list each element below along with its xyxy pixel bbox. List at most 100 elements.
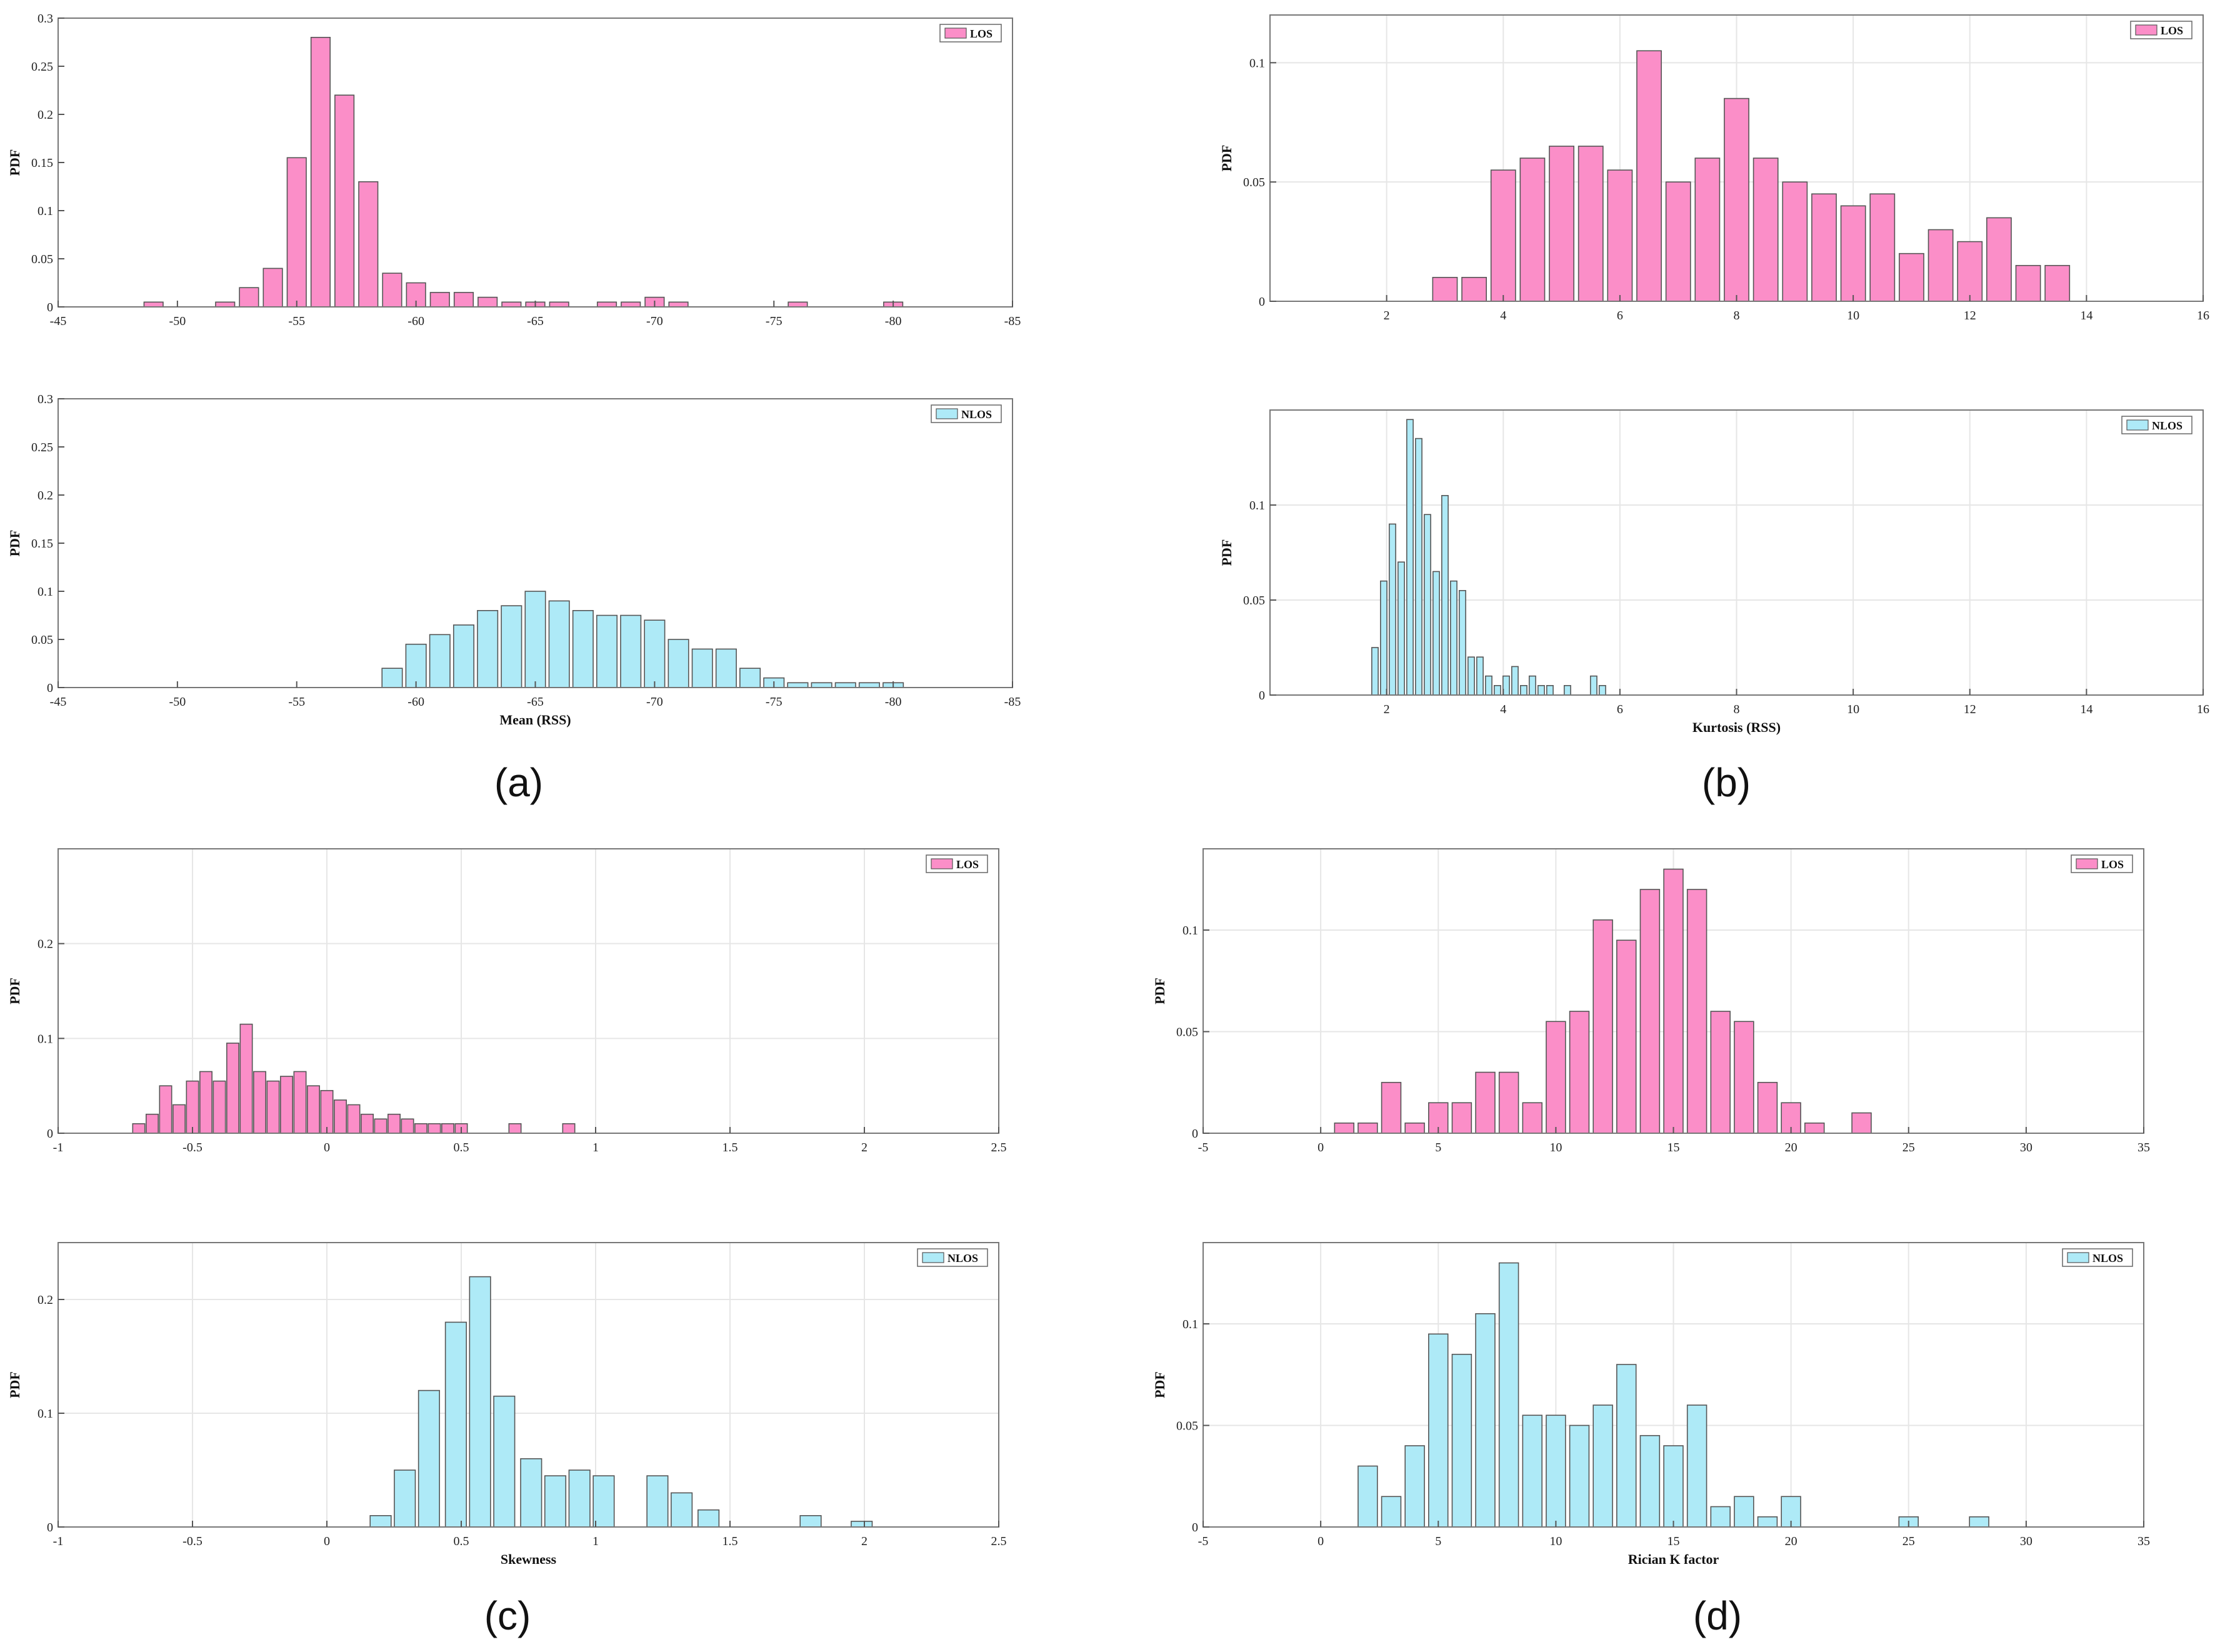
y-tick-label: 0.05 (1243, 594, 1265, 608)
bar-los (262, 268, 283, 308)
bar-nlos (1563, 685, 1571, 696)
bar-nlos (1663, 1445, 1684, 1528)
x-tick-label: -60 (408, 314, 424, 328)
bar-los (1592, 919, 1613, 1134)
bar-nlos (524, 591, 546, 688)
bar-los (286, 157, 307, 308)
bar-nlos (444, 1321, 467, 1528)
bar-nlos (394, 1469, 416, 1528)
y-tick-label: 0.25 (31, 60, 53, 74)
bar-los (239, 287, 259, 308)
bar-los (414, 1123, 428, 1134)
bar-los (1804, 1122, 1825, 1134)
bar-nlos (1404, 1445, 1425, 1528)
y-tick-label: 0.1 (1182, 1318, 1198, 1331)
bar-los (596, 301, 618, 308)
bar-nlos (858, 682, 880, 688)
x-tick-label: 2.5 (991, 1141, 1007, 1154)
x-tick-label: 0 (324, 1141, 330, 1154)
bar-los (1781, 1102, 1801, 1134)
bar-nlos (418, 1389, 440, 1528)
legend-label: NLOS (2092, 1252, 2123, 1264)
bar-nlos (1969, 1516, 1989, 1528)
bar-los (1498, 1071, 1519, 1134)
y-tick-label: 0.3 (38, 393, 53, 406)
bar-los (215, 301, 236, 308)
bar-los (1694, 158, 1721, 302)
x-tick-label: 2 (1384, 309, 1390, 323)
x-tick-label: 25 (1902, 1534, 1915, 1548)
bar-nlos (592, 1475, 615, 1528)
x-tick-label: -1 (53, 1141, 64, 1154)
x-tick-label: -65 (527, 314, 544, 328)
x-tick-label: 5 (1435, 1141, 1441, 1154)
x-tick-label: -45 (50, 695, 67, 709)
y-tick-label: 0.1 (38, 1407, 53, 1421)
x-tick-label: 20 (1785, 1534, 1798, 1548)
bar-nlos (1598, 685, 1606, 696)
bar-nlos (1546, 1414, 1566, 1528)
bar-los (1869, 193, 1896, 302)
bar-nlos (620, 614, 642, 688)
legend: LOS (2071, 854, 2133, 873)
bar-los (253, 1071, 266, 1134)
x-tick-label: 10 (1549, 1534, 1562, 1548)
y-tick-label: 0 (1192, 1521, 1198, 1534)
bar-los (549, 301, 569, 308)
legend: NLOS (917, 1248, 988, 1267)
x-tick-label: 1 (592, 1141, 599, 1154)
y-tick-label: 0.25 (31, 441, 53, 454)
panel-label-d: (d) (1692, 1593, 1742, 1638)
bar-los (1636, 50, 1662, 302)
x-tick-label: -70 (646, 695, 663, 709)
bar-los (1757, 1081, 1778, 1134)
bar-los (374, 1118, 388, 1134)
legend-swatch (936, 408, 958, 419)
legend-label: LOS (2161, 24, 2183, 37)
bar-los (2044, 264, 2071, 302)
y-tick-label: 0.15 (31, 537, 53, 551)
bar-nlos (671, 1492, 693, 1528)
x-tick-label: 2 (1384, 703, 1390, 716)
legend-swatch (922, 1252, 944, 1263)
bar-nlos (691, 648, 713, 688)
legend-swatch (931, 858, 953, 869)
bar-nlos (1441, 494, 1449, 696)
x-tick-label: 35 (2138, 1534, 2150, 1548)
bar-nlos (1458, 589, 1466, 696)
x-tick-label: 10 (1847, 309, 1859, 323)
bar-nlos (429, 634, 451, 688)
x-tick-label: -80 (885, 314, 902, 328)
y-tick-label: 0.1 (38, 585, 53, 599)
x-tick-label: -60 (408, 695, 424, 709)
chart-b-bottom: 2 4 6 8 10 12 14 16 0 0.05 0.1 PDF Kurtosis (RSS) NLO… (1219, 409, 2209, 735)
y-tick-label: 0.05 (1176, 1026, 1198, 1039)
x-tick-label: 1.5 (722, 1534, 738, 1548)
x-tick-label: 8 (1734, 309, 1740, 323)
y-tick-label: 0.05 (31, 633, 53, 647)
bar-los (226, 1043, 239, 1134)
legend-swatch (2126, 419, 2149, 431)
bar-los (429, 292, 450, 308)
bar-los (1381, 1081, 1402, 1134)
bar-los (1490, 169, 1516, 302)
bar-nlos (1616, 1364, 1637, 1528)
bar-nlos (1592, 1404, 1613, 1528)
y-tick-label: 0.1 (38, 1032, 53, 1046)
bar-nlos (1546, 685, 1554, 696)
chart-c-top: -1 -0.5 0 0.5 1 1.5 2 2.5 0 0.1 0.2 PDF LOS (7, 848, 1007, 1154)
x-tick-label: 0 (324, 1534, 330, 1548)
y-tick-label: 0.05 (31, 253, 53, 266)
bar-los (1957, 241, 1983, 302)
legend-label: NLOS (948, 1252, 978, 1264)
bar-los (1928, 229, 1954, 302)
x-axis-label: Rician K factor (1628, 1551, 1719, 1567)
legend-swatch (944, 28, 967, 39)
bar-nlos (1589, 675, 1598, 696)
bar-nlos (1398, 561, 1405, 696)
bar-los (307, 1085, 320, 1134)
bar-los (1899, 253, 1924, 302)
legend: LOS (2130, 21, 2192, 39)
bar-los (1752, 158, 1779, 302)
